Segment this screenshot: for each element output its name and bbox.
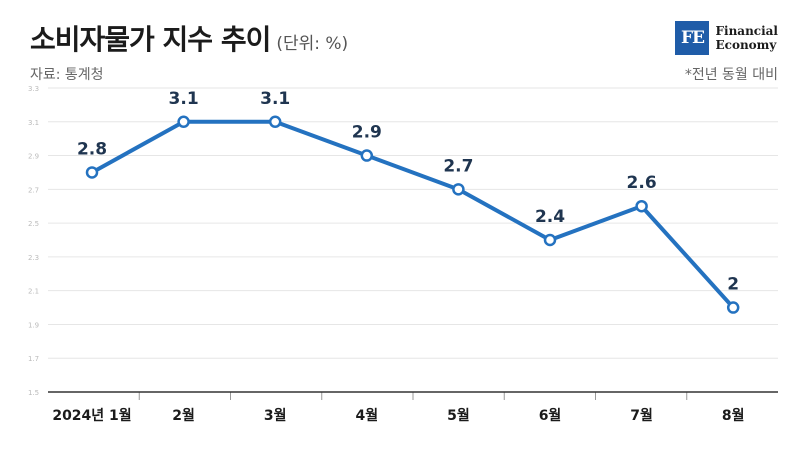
data-label-4: 2.7 — [443, 156, 473, 176]
series-line — [91, 119, 735, 309]
unit-label: (단위: %) — [276, 34, 349, 54]
brand-logo: FE Financial Economy — [675, 20, 778, 56]
data-point-0 — [85, 166, 99, 179]
x-tick-label-0: 2024년 1월 — [52, 407, 131, 424]
y-tick-label: 1.7 — [28, 355, 39, 363]
y-tick-label: 3.3 — [28, 85, 39, 93]
chart-header: 소비자물가 지수 추이 (단위: %) — [30, 18, 348, 58]
data-point-3 — [360, 149, 374, 162]
chart-title: 소비자물가 지수 추이 — [30, 23, 271, 56]
data-point-4 — [452, 183, 465, 196]
data-point-5 — [543, 233, 557, 247]
y-tick-label: 1.5 — [28, 389, 39, 397]
data-point-2 — [268, 115, 282, 129]
y-tick-label: 2.3 — [28, 254, 39, 262]
x-tick-label-7: 8월 — [722, 407, 745, 424]
logo-line-1: Financial — [715, 24, 778, 38]
x-tick-label-1: 2월 — [172, 407, 195, 424]
y-tick-label: 2.7 — [28, 186, 39, 194]
data-point-7 — [726, 301, 740, 314]
y-tick-label: 2.5 — [28, 220, 39, 228]
data-point-1 — [177, 115, 190, 129]
x-tick-label-2: 3월 — [264, 407, 287, 424]
x-tick-label-3: 4월 — [355, 407, 378, 424]
y-tick-label: 2.9 — [28, 153, 39, 161]
logo-text: Financial Economy — [715, 24, 778, 52]
source-label: 자료: 통계청 — [30, 67, 104, 83]
data-label-2: 3.1 — [260, 89, 290, 109]
x-tick-label-6: 7월 — [630, 407, 653, 424]
data-label-6: 2.6 — [627, 173, 657, 193]
x-tick-label-4: 5월 — [447, 407, 470, 424]
logo-line-2: Economy — [715, 38, 777, 52]
data-label-1: 3.1 — [169, 89, 199, 109]
data-label-7: 2 — [727, 275, 739, 295]
data-label-3: 2.9 — [352, 123, 382, 143]
y-tick-label: 3.1 — [28, 119, 39, 127]
note-label: *전년 동월 대비 — [684, 67, 778, 83]
data-point-6 — [635, 199, 648, 213]
logo-mark: FE — [675, 21, 710, 55]
data-label-0: 2.8 — [77, 139, 107, 159]
y-tick-label: 2.1 — [28, 288, 39, 296]
y-tick-label: 1.9 — [28, 321, 39, 329]
x-tick-label-5: 6월 — [539, 407, 562, 424]
data-label-5: 2.4 — [535, 207, 565, 227]
